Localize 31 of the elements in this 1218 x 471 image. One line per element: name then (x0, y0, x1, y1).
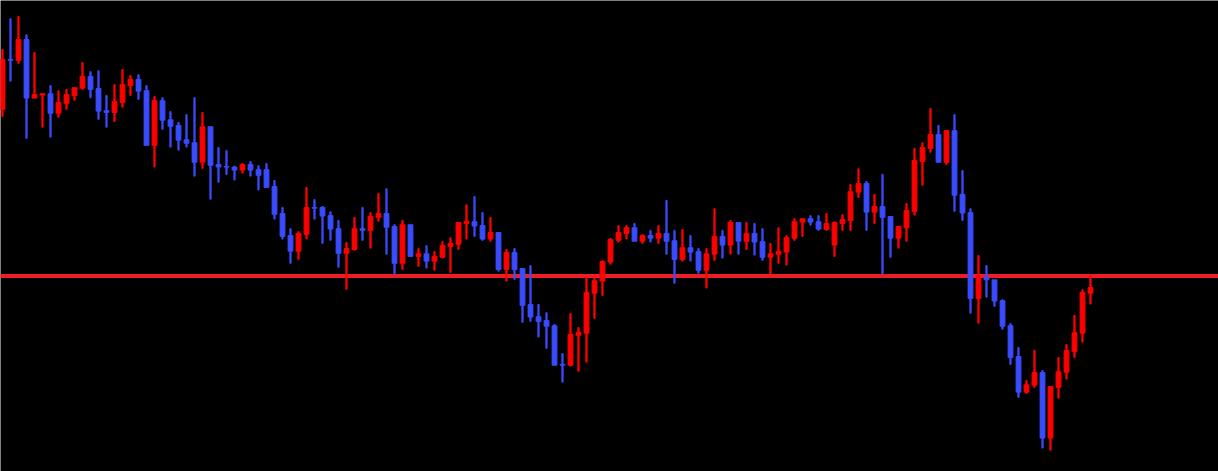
candlestick (1039, 369, 1046, 449)
candlestick (407, 224, 414, 257)
candlestick (199, 111, 206, 169)
candlestick (15, 16, 22, 64)
candlestick (359, 206, 366, 241)
candlestick (719, 229, 726, 259)
candlestick (679, 228, 686, 262)
candlestick (415, 248, 422, 267)
candlestick (727, 219, 734, 255)
candlestick (423, 245, 430, 269)
candlestick (975, 255, 982, 324)
candlestick (487, 216, 494, 242)
candlestick (47, 85, 54, 138)
candlestick (631, 222, 638, 242)
candlestick (735, 222, 742, 255)
candlestick (23, 34, 30, 139)
candlestick (639, 234, 646, 244)
candlestick (655, 225, 662, 244)
candlestick (151, 95, 158, 168)
candlestick (503, 248, 510, 282)
candlestick (935, 124, 942, 163)
candlestick (943, 130, 950, 165)
candlestick (743, 222, 750, 250)
candlestick (7, 18, 14, 82)
candlestick (871, 193, 878, 224)
candlestick (495, 232, 502, 272)
candlestick (399, 219, 406, 270)
candlestick (0, 49, 6, 117)
candlestick (239, 163, 246, 174)
candlestick (863, 180, 870, 231)
candlestick (647, 229, 654, 243)
